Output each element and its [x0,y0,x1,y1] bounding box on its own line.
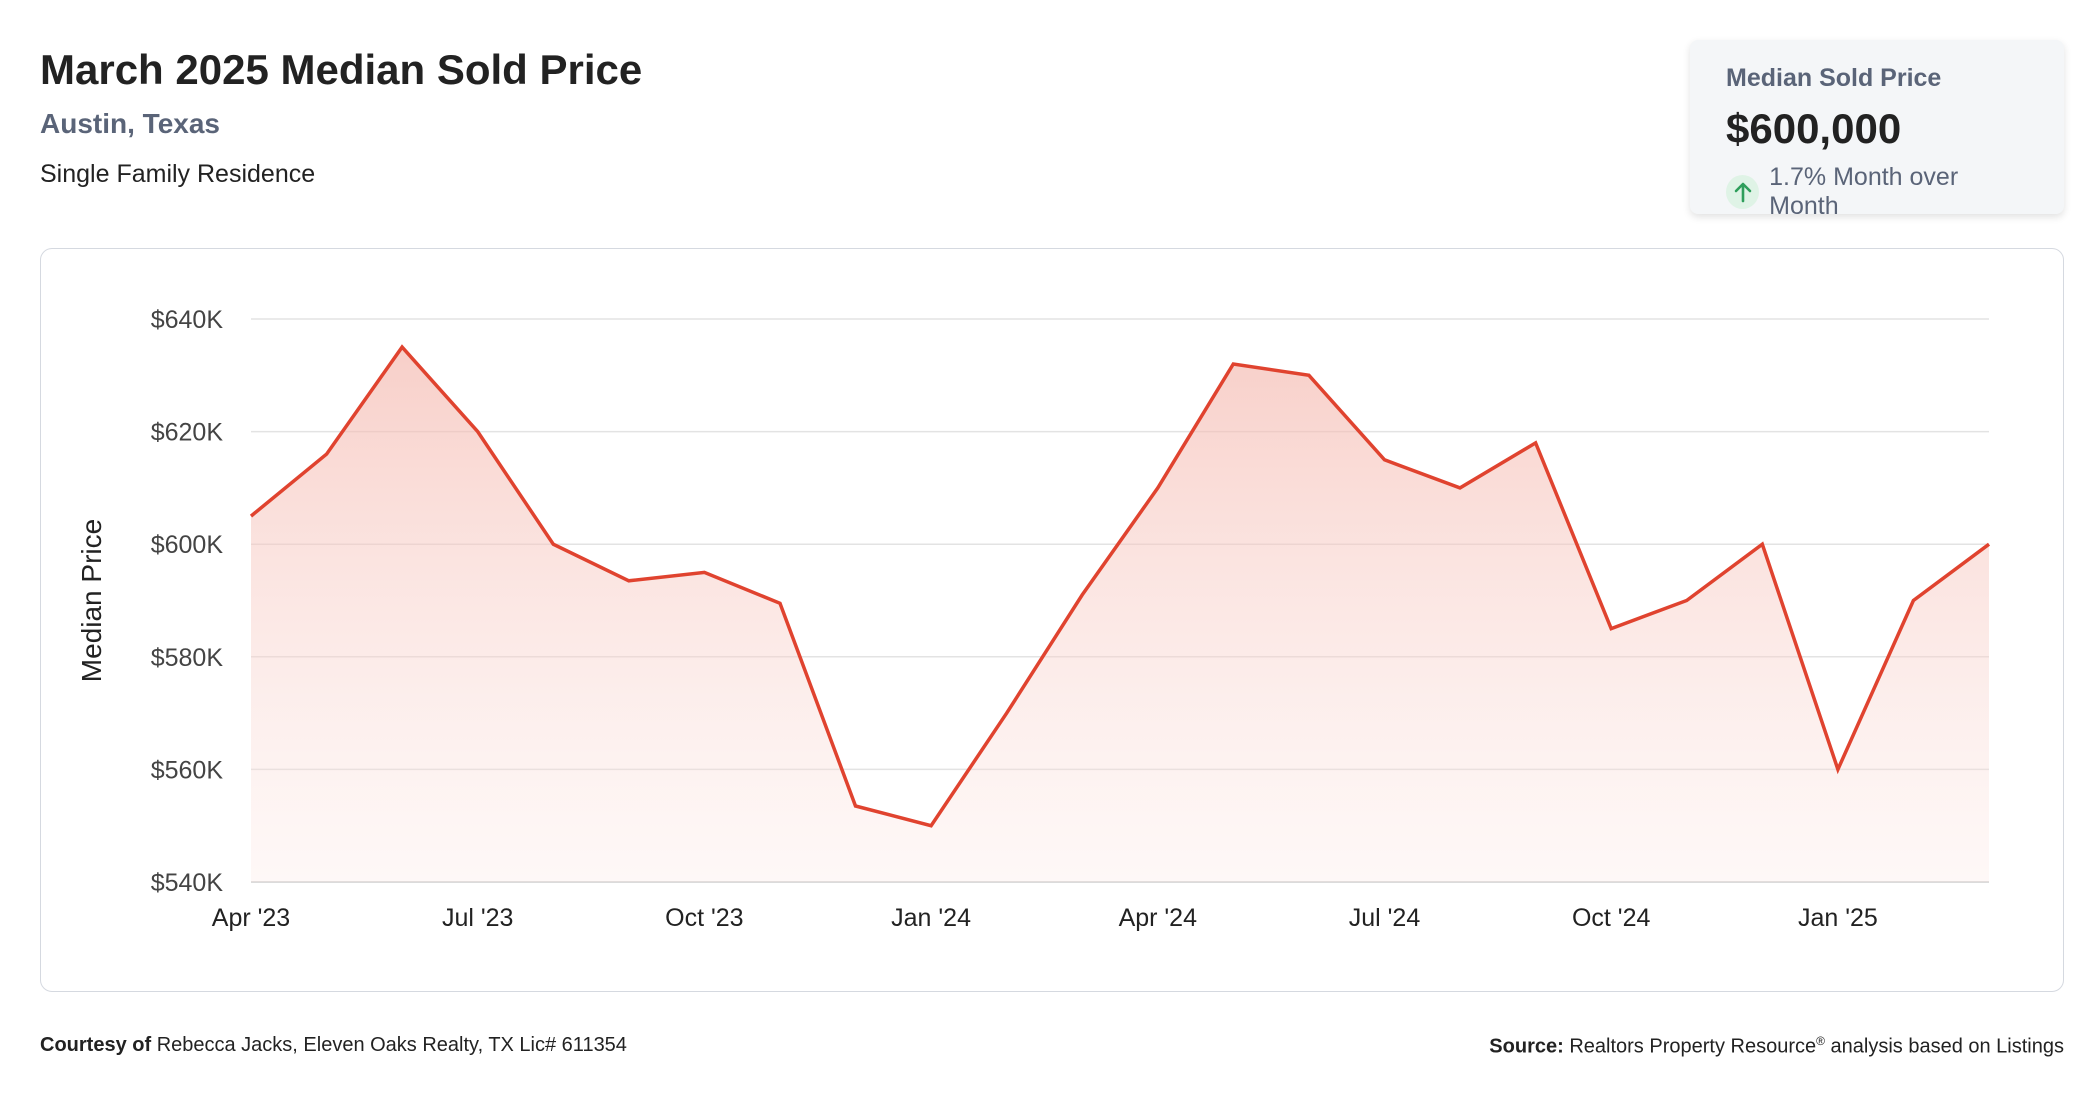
source-text: Realtors Property Resource [1569,1035,1817,1058]
y-tick-label: $540K [151,869,224,897]
x-axis-ticks: Apr '23 Jul '23 Oct '23 Jan '24 Apr '24 Jul '… [212,904,1878,932]
median-price-stat-card: Median Sold Price $600,000 1.7% Month ov… [1690,40,2064,220]
property-type-label: Single Family Residence [40,160,316,188]
stat-change: 1.7% Month over Month [1726,163,2028,221]
x-tick-label: Apr '24 [1119,904,1198,932]
median-price-chart: $540K $560K $580K $600K $620K $640K Apr '23 Ju… [76,306,1991,932]
x-tick-label: Jul '23 [442,904,513,932]
arrow-up-icon [1726,175,1760,209]
area-layer [251,347,1989,883]
y-tick-label: $560K [151,756,224,784]
stat-change-text: 1.7% Month over Month [1769,163,1959,220]
page-title: March 2025 Median Sold Price [40,46,643,93]
location-subtitle: Austin, Texas [40,108,220,139]
stat-label: Median Sold Price [1726,64,1942,92]
stat-value: $600,000 [1726,105,1902,152]
x-tick-label: Oct '24 [1572,904,1651,932]
y-tick-label: $640K [151,306,224,334]
series-line [249,344,1991,828]
y-tick-label: $580K [151,644,224,672]
line-layer [249,344,1991,828]
y-axis-ticks: $540K $560K $580K $600K $620K $640K [151,306,224,897]
x-tick-label: Oct '23 [665,904,743,932]
footer-source: Source: Realtors Property Resource® anal… [1489,1034,2064,1059]
chart-panel: $540K $560K $580K $600K $620K $640K Apr '23 Ju… [40,248,2064,992]
y-tick-label: $620K [151,419,224,447]
footer-courtesy: Courtesy of Rebecca Jacks, Eleven Oaks R… [40,1034,627,1057]
area-fill [251,347,1989,883]
courtesy-label: Courtesy of [40,1034,152,1056]
x-tick-label: Apr '23 [212,904,290,932]
x-tick-label: Jul '24 [1349,904,1421,932]
x-tick-label: Jan '24 [891,904,971,932]
y-tick-label: $600K [151,531,224,559]
source-suffix: analysis based on Listings [1830,1035,2064,1058]
x-tick-label: Jan '25 [1798,904,1878,932]
y-axis-label: Median Price [76,519,107,682]
registered-mark: ® [1816,1034,1825,1048]
source-label: Source: [1489,1035,1564,1058]
courtesy-text: Rebecca Jacks, Eleven Oaks Realty, TX Li… [156,1034,627,1056]
